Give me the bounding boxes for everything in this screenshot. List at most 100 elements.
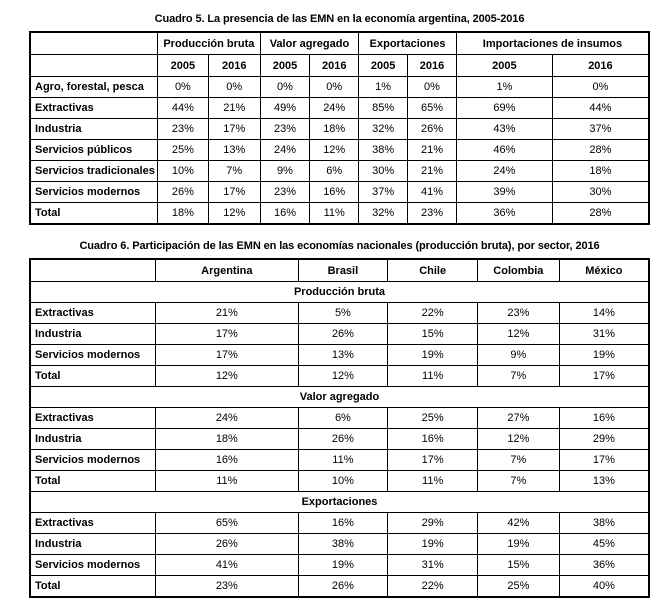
value-cell: 0%: [551, 76, 650, 98]
value-cell: 69%: [455, 97, 553, 119]
value-cell: 21%: [207, 97, 261, 119]
value-cell: 16%: [558, 407, 650, 429]
country-header-cell: Colombia: [477, 258, 560, 282]
table-row: Total 23% 26% 22% 25% 40%: [29, 575, 650, 598]
row-label-cell: Extractivas: [29, 407, 157, 429]
value-cell: 24%: [309, 97, 360, 119]
table-row: Servicios modernos 17% 13% 19% 9% 19%: [29, 344, 650, 366]
value-cell: 16%: [155, 449, 299, 471]
value-cell: 19%: [297, 554, 389, 576]
cuadro5-title: Cuadro 5. La presencia de las EMN en la …: [154, 13, 525, 25]
value-cell: 43%: [455, 118, 553, 140]
row-label-cell: Servicios tradicionales: [29, 160, 159, 182]
value-cell: 1%: [455, 76, 553, 98]
value-cell: 16%: [309, 181, 360, 203]
value-cell: 12%: [477, 323, 560, 345]
country-header-row: Argentina Brasil Chile Colombia México: [29, 258, 650, 282]
value-cell: 5%: [297, 302, 389, 324]
value-cell: 0%: [259, 76, 311, 98]
value-cell: 12%: [155, 365, 299, 387]
row-label-cell: Industria: [29, 323, 157, 345]
row-label-cell: Industria: [29, 118, 159, 140]
year-header-cell: 2005: [455, 54, 553, 77]
value-cell: 30%: [358, 160, 409, 182]
country-header-cell: México: [558, 258, 650, 282]
year-header-cell: 2016: [551, 54, 650, 77]
value-cell: 85%: [358, 97, 409, 119]
value-cell: 40%: [558, 575, 650, 598]
value-cell: 28%: [551, 202, 650, 225]
value-cell: 36%: [558, 554, 650, 576]
year-header-row: 2005 2016 2005 2016 2005 2016 2005 2016: [29, 54, 650, 77]
value-cell: 14%: [558, 302, 650, 324]
value-cell: 6%: [297, 407, 389, 429]
value-cell: 31%: [558, 323, 650, 345]
table-row: Servicios modernos 16% 11% 17% 7% 17%: [29, 449, 650, 471]
value-cell: 22%: [387, 302, 479, 324]
value-cell: 31%: [387, 554, 479, 576]
section-header-cell: Exportaciones: [29, 491, 650, 513]
value-cell: 65%: [407, 97, 457, 119]
value-cell: 12%: [207, 202, 261, 225]
table-row: Total 12% 12% 11% 7% 17%: [29, 365, 650, 387]
value-cell: 11%: [297, 449, 389, 471]
year-header-cell: 2005: [259, 54, 311, 77]
value-cell: 18%: [157, 202, 209, 225]
blank-corner-cell: [29, 54, 159, 77]
value-cell: 16%: [387, 428, 479, 450]
row-label-cell: Total: [29, 470, 157, 492]
value-cell: 44%: [157, 97, 209, 119]
value-cell: 26%: [155, 533, 299, 555]
value-cell: 30%: [551, 181, 650, 203]
value-cell: 11%: [387, 470, 479, 492]
column-group-cell: Exportaciones: [358, 31, 457, 55]
value-cell: 15%: [477, 554, 560, 576]
table-row: Extractivas 21% 5% 22% 23% 14%: [29, 302, 650, 324]
row-label-cell: Extractivas: [29, 302, 157, 324]
column-group-cell: Importaciones de insumos: [455, 31, 650, 55]
value-cell: 0%: [309, 76, 360, 98]
value-cell: 1%: [358, 76, 409, 98]
value-cell: 25%: [157, 139, 209, 161]
value-cell: 0%: [207, 76, 261, 98]
section-header-row: Exportaciones: [29, 491, 650, 513]
column-group-cell: Valor agregado: [259, 31, 360, 55]
table-row: Total 18% 12% 16% 11% 32% 23% 36% 28%: [29, 202, 650, 225]
value-cell: 26%: [157, 181, 209, 203]
value-cell: 19%: [387, 344, 479, 366]
value-cell: 23%: [407, 202, 457, 225]
table-row: Industria 18% 26% 16% 12% 29%: [29, 428, 650, 450]
value-cell: 17%: [387, 449, 479, 471]
section-header-row: Valor agregado: [29, 386, 650, 408]
value-cell: 46%: [455, 139, 553, 161]
table-row: Servicios públicos 25% 13% 24% 12% 38% 2…: [29, 139, 650, 161]
value-cell: 27%: [477, 407, 560, 429]
value-cell: 38%: [297, 533, 389, 555]
value-cell: 32%: [358, 202, 409, 225]
value-cell: 17%: [155, 323, 299, 345]
value-cell: 17%: [558, 365, 650, 387]
value-cell: 21%: [407, 160, 457, 182]
value-cell: 21%: [407, 139, 457, 161]
value-cell: 0%: [407, 76, 457, 98]
blank-corner-cell: [29, 31, 159, 55]
value-cell: 11%: [155, 470, 299, 492]
value-cell: 13%: [558, 470, 650, 492]
row-label-cell: Servicios modernos: [29, 344, 157, 366]
value-cell: 19%: [558, 344, 650, 366]
value-cell: 41%: [155, 554, 299, 576]
value-cell: 38%: [358, 139, 409, 161]
value-cell: 37%: [358, 181, 409, 203]
value-cell: 12%: [297, 365, 389, 387]
value-cell: 44%: [551, 97, 650, 119]
cuadro6-title: Cuadro 6. Participación de las EMN en la…: [79, 240, 600, 252]
table-row: Servicios tradicionales 10% 7% 9% 6% 30%…: [29, 160, 650, 182]
value-cell: 29%: [387, 512, 479, 534]
row-label-cell: Servicios públicos: [29, 139, 159, 161]
value-cell: 12%: [309, 139, 360, 161]
column-group-cell: Producción bruta: [157, 31, 261, 55]
year-header-cell: 2005: [358, 54, 409, 77]
cuadro6-table: Argentina Brasil Chile Colombia México P…: [29, 258, 650, 598]
value-cell: 42%: [477, 512, 560, 534]
value-cell: 23%: [157, 118, 209, 140]
